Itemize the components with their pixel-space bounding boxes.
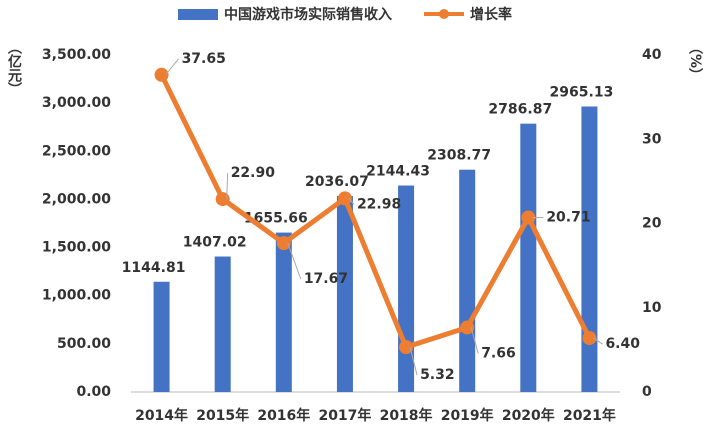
line-value-label: 37.65: [182, 51, 226, 67]
bar: [520, 123, 537, 392]
x-tick-label: 2019年: [441, 407, 494, 424]
bar-value-label: 1407.02: [183, 235, 247, 251]
line-value-label: 6.40: [605, 336, 640, 352]
legend-swatch: [439, 9, 449, 19]
y-tick-label: 3,000.00: [42, 95, 111, 111]
line-value-label: 5.32: [420, 367, 455, 383]
bar-value-label: 1144.81: [122, 260, 186, 276]
x-tick-label: 2020年: [502, 407, 555, 424]
y-tick-label: 3,500.00: [42, 47, 111, 63]
line-value-label: 22.98: [357, 196, 401, 212]
bar-value-label: 2965.13: [550, 85, 614, 101]
y-axis-label: （亿元）: [6, 40, 23, 96]
bar: [459, 169, 476, 392]
line-point: [276, 236, 291, 251]
x-tick-label: 2014年: [135, 407, 188, 424]
line-point: [399, 340, 414, 355]
line-value-label: 7.66: [481, 345, 516, 361]
bar: [336, 195, 353, 392]
bar: [214, 256, 231, 392]
y2-tick-label: 30: [642, 131, 662, 147]
x-tick-label: 2015年: [196, 407, 249, 424]
y-tick-label: 2,000.00: [42, 191, 111, 207]
line-point: [521, 210, 536, 225]
leader-line: [226, 173, 229, 200]
line-value-label: 17.67: [304, 271, 348, 287]
leader-line: [287, 242, 302, 280]
bar: [398, 185, 415, 392]
legend-swatch: [178, 9, 218, 20]
bar-value-label: 2144.43: [366, 164, 430, 180]
x-tick-label: 2021年: [563, 407, 616, 424]
line-point: [154, 67, 169, 82]
leader-line: [470, 327, 479, 354]
y2-tick-label: 40: [642, 47, 662, 63]
line: [159, 73, 592, 350]
y-tick-label: 1,000.00: [42, 288, 111, 304]
y2-tick-label: 20: [642, 216, 662, 232]
bar: [581, 106, 598, 393]
bar-value-label: 2786.87: [488, 102, 552, 118]
bar: [153, 281, 170, 392]
leader-line: [348, 198, 355, 205]
y2-tick-label: 10: [642, 300, 662, 316]
line-point: [215, 192, 230, 207]
y-tick-label: 1,500.00: [42, 240, 111, 256]
x-tick-label: 2018年: [380, 407, 433, 424]
y-tick-label: 500.00: [57, 336, 111, 352]
y-tick-label: 0.00: [76, 384, 111, 400]
line-value-label: 20.71: [546, 210, 590, 226]
y2-tick-label: 0: [642, 384, 652, 400]
bar-value-label: 1655.66: [244, 211, 308, 227]
legend-label: 增长率: [470, 6, 512, 23]
line-point: [582, 331, 597, 346]
bar-value-label: 2036.07: [305, 174, 369, 190]
line-value-label: 22.90: [231, 165, 276, 181]
bar: [275, 232, 292, 392]
y2-axis-label: （%）: [687, 40, 704, 82]
bar-value-label: 2308.77: [427, 148, 491, 164]
leader-line: [593, 337, 603, 345]
x-tick-label: 2017年: [318, 407, 371, 424]
line-point: [337, 191, 352, 206]
y-tick-label: 2,500.00: [42, 143, 111, 159]
leader-line: [409, 347, 418, 376]
x-tick-label: 2016年: [257, 407, 310, 424]
legend-label: 中国游戏市场实际销售收入: [224, 6, 392, 23]
leader-line: [165, 58, 179, 76]
line-point: [460, 320, 475, 335]
